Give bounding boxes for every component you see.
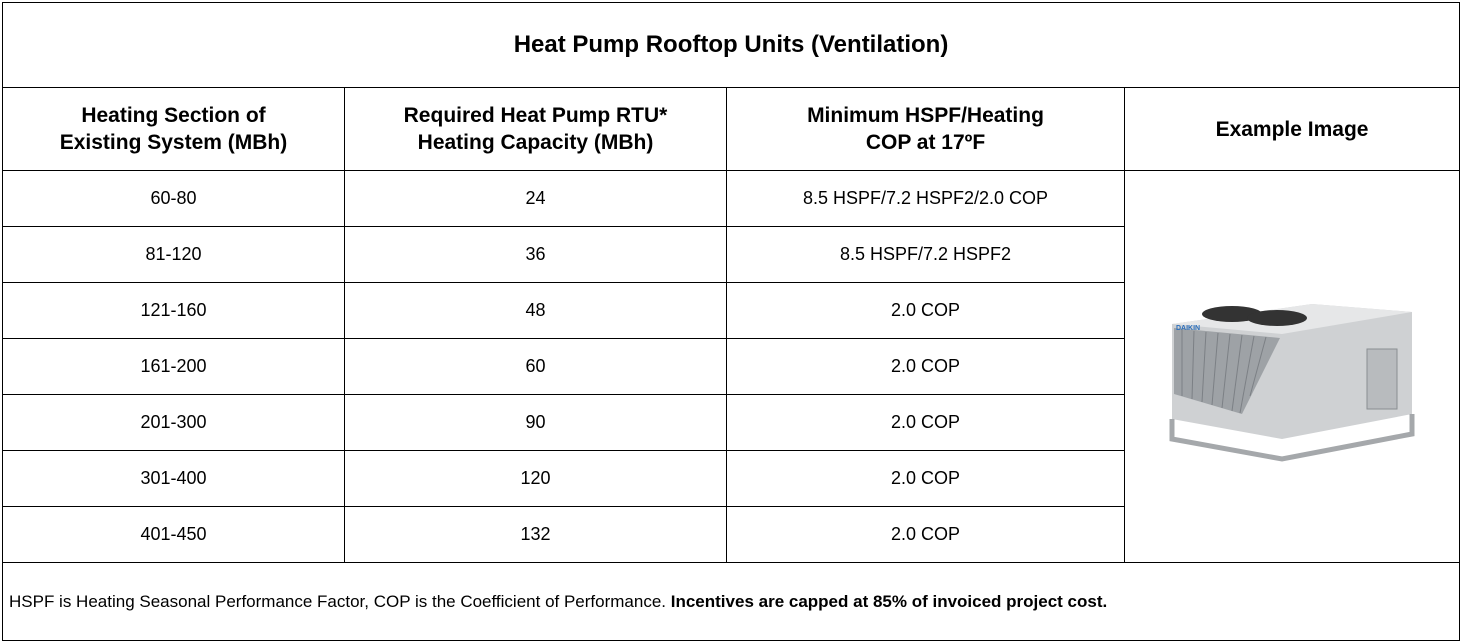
- header-line: Example Image: [1216, 118, 1369, 141]
- column-header: Example Image: [1125, 88, 1460, 171]
- cell: 24: [345, 171, 727, 227]
- cell: 90: [345, 395, 727, 451]
- cell: 60-80: [3, 171, 345, 227]
- cell: 161-200: [3, 339, 345, 395]
- header-line: Existing System (MBh): [60, 131, 288, 154]
- table-title: Heat Pump Rooftop Units (Ventilation): [3, 3, 1460, 88]
- cell: 48: [345, 283, 727, 339]
- cell: 2.0 COP: [727, 395, 1125, 451]
- footnote-bold: Incentives are capped at 85% of invoiced…: [671, 592, 1107, 611]
- logo: DAIKIN: [1176, 325, 1200, 332]
- rebate-table: Heat Pump Rooftop Units (Ventilation) He…: [2, 2, 1460, 641]
- cell: 201-300: [3, 395, 345, 451]
- cell: 2.0 COP: [727, 451, 1125, 507]
- column-header: Minimum HSPF/Heating COP at 17ºF: [727, 88, 1125, 171]
- image-cell: DAIKIN: [1125, 171, 1460, 563]
- cell: 8.5 HSPF/7.2 HSPF2/2.0 COP: [727, 171, 1125, 227]
- unit-image: DAIKIN: [1162, 264, 1422, 464]
- column-header: Heating Section of Existing System (MBh): [3, 88, 345, 171]
- cell: 2.0 COP: [727, 507, 1125, 563]
- cell: 2.0 COP: [727, 283, 1125, 339]
- cell: 401-450: [3, 507, 345, 563]
- page: Heat Pump Rooftop Units (Ventilation) He…: [0, 0, 1462, 642]
- cell: 60: [345, 339, 727, 395]
- panel: [1367, 349, 1397, 409]
- cell: 301-400: [3, 451, 345, 507]
- cell: 132: [345, 507, 727, 563]
- cell: 8.5 HSPF/7.2 HSPF2: [727, 227, 1125, 283]
- footnote: HSPF is Heating Seasonal Performance Fac…: [3, 563, 1460, 641]
- fan: [1247, 310, 1307, 326]
- header-line: Heating Section of: [81, 104, 265, 127]
- header-line: Minimum HSPF/Heating: [807, 104, 1044, 127]
- header-line: Required Heat Pump RTU*: [404, 104, 668, 127]
- cell: 121-160: [3, 283, 345, 339]
- cell: 36: [345, 227, 727, 283]
- cell: 2.0 COP: [727, 339, 1125, 395]
- header-line: Heating Capacity (MBh): [418, 131, 654, 154]
- column-header: Required Heat Pump RTU* Heating Capacity …: [345, 88, 727, 171]
- cell: 120: [345, 451, 727, 507]
- header-line: COP at 17ºF: [866, 131, 985, 154]
- footnote-text: HSPF is Heating Seasonal Performance Fac…: [9, 592, 666, 611]
- cell: 81-120: [3, 227, 345, 283]
